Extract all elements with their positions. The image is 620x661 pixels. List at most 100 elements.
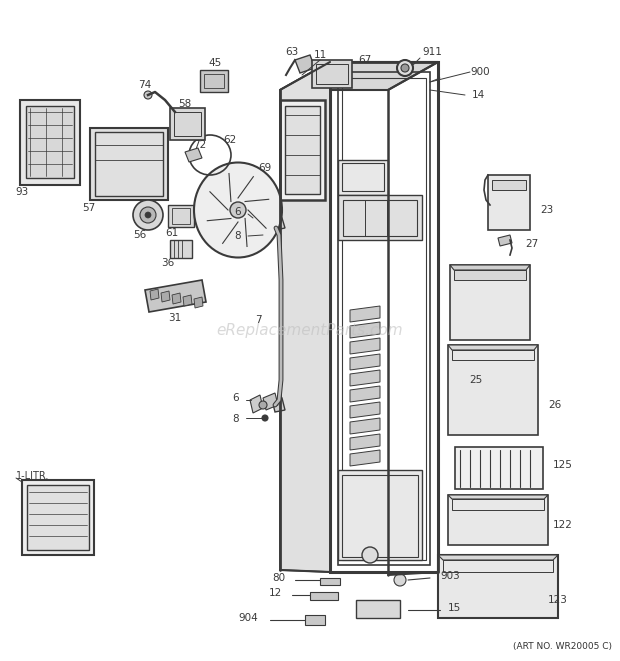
Bar — [200, 70, 228, 92]
Text: 61: 61 — [166, 228, 179, 238]
Circle shape — [394, 574, 406, 586]
Circle shape — [145, 212, 151, 218]
Text: 122: 122 — [553, 520, 573, 530]
Text: 25: 25 — [469, 375, 482, 385]
Polygon shape — [350, 386, 380, 402]
Polygon shape — [280, 62, 330, 572]
Polygon shape — [161, 291, 170, 302]
Circle shape — [133, 200, 163, 230]
Bar — [170, 240, 192, 258]
Bar — [26, 106, 74, 178]
Bar — [204, 74, 224, 88]
Text: 904: 904 — [238, 613, 258, 623]
Polygon shape — [448, 345, 538, 435]
Bar — [342, 78, 426, 560]
Polygon shape — [295, 55, 315, 73]
Text: 56: 56 — [133, 230, 146, 240]
Polygon shape — [280, 62, 438, 90]
Polygon shape — [263, 215, 278, 227]
Polygon shape — [350, 434, 380, 450]
Polygon shape — [488, 175, 530, 230]
Polygon shape — [350, 450, 380, 466]
Polygon shape — [350, 402, 380, 418]
Text: 26: 26 — [548, 400, 561, 410]
Text: 123: 123 — [548, 595, 568, 605]
Polygon shape — [172, 293, 181, 304]
Polygon shape — [320, 578, 340, 585]
Polygon shape — [450, 265, 530, 270]
Text: 903: 903 — [440, 571, 460, 581]
Polygon shape — [350, 306, 380, 322]
Text: 63: 63 — [285, 47, 299, 57]
Bar — [27, 485, 89, 550]
Bar — [172, 208, 190, 224]
Text: 58: 58 — [179, 99, 192, 109]
Text: 57: 57 — [82, 203, 95, 213]
Text: 72: 72 — [193, 140, 206, 150]
Polygon shape — [448, 345, 538, 350]
Text: 900: 900 — [470, 67, 490, 77]
Bar — [455, 447, 543, 489]
Bar — [343, 200, 417, 236]
Bar — [338, 160, 388, 195]
Polygon shape — [438, 555, 558, 618]
Polygon shape — [145, 280, 206, 312]
Bar — [174, 112, 201, 136]
Polygon shape — [450, 265, 530, 340]
Polygon shape — [448, 495, 548, 545]
Bar — [95, 132, 163, 196]
Text: 11: 11 — [313, 50, 327, 60]
Text: 69: 69 — [259, 163, 272, 173]
Circle shape — [362, 547, 378, 563]
Bar — [285, 106, 320, 194]
Bar — [22, 480, 94, 555]
Circle shape — [397, 60, 413, 76]
Text: 14: 14 — [472, 90, 485, 100]
Polygon shape — [252, 210, 265, 225]
Polygon shape — [350, 322, 380, 338]
Text: 80: 80 — [272, 573, 285, 583]
Text: 125: 125 — [553, 460, 573, 470]
Circle shape — [263, 232, 269, 238]
Bar — [338, 195, 422, 240]
Text: 7: 7 — [255, 315, 261, 325]
Text: 12: 12 — [268, 588, 282, 598]
Circle shape — [230, 202, 246, 218]
Text: 93: 93 — [15, 187, 29, 197]
Polygon shape — [350, 418, 380, 434]
Text: 6: 6 — [235, 207, 241, 217]
Polygon shape — [263, 393, 278, 410]
Polygon shape — [305, 615, 325, 625]
Bar — [312, 60, 352, 88]
Text: 27: 27 — [525, 239, 538, 249]
Polygon shape — [194, 297, 203, 308]
Circle shape — [262, 415, 268, 421]
Circle shape — [261, 218, 269, 226]
Bar — [338, 470, 422, 560]
Bar — [316, 64, 348, 84]
Bar — [342, 475, 418, 557]
Bar — [168, 205, 194, 227]
Polygon shape — [448, 495, 548, 499]
Text: 8: 8 — [235, 231, 241, 241]
Polygon shape — [272, 398, 285, 412]
Polygon shape — [438, 555, 558, 560]
Bar — [90, 128, 168, 200]
Text: 74: 74 — [138, 80, 152, 90]
Polygon shape — [183, 295, 192, 306]
Text: 23: 23 — [540, 205, 553, 215]
Polygon shape — [310, 592, 338, 600]
Text: 67: 67 — [358, 55, 371, 65]
Polygon shape — [492, 180, 526, 190]
Circle shape — [259, 401, 267, 409]
Polygon shape — [250, 395, 263, 413]
Ellipse shape — [194, 163, 282, 258]
Bar — [280, 100, 325, 200]
Polygon shape — [350, 370, 380, 386]
Text: 911: 911 — [422, 47, 442, 57]
Text: 8: 8 — [232, 414, 239, 424]
Bar — [330, 62, 438, 572]
Bar — [338, 72, 430, 565]
Polygon shape — [350, 338, 380, 354]
Polygon shape — [454, 270, 526, 280]
